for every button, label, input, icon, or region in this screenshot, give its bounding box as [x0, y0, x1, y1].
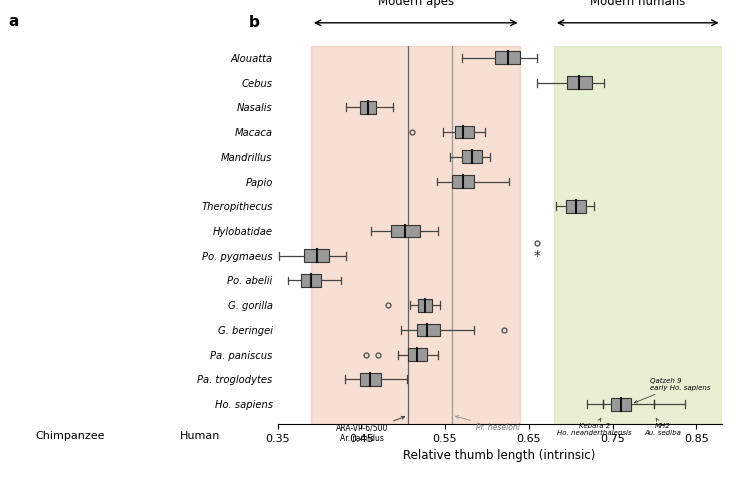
- Text: Modern humans: Modern humans: [590, 0, 685, 8]
- Text: Pr. heseloni: Pr. heseloni: [456, 416, 519, 433]
- Text: a: a: [8, 14, 18, 29]
- Text: MH2
Au. sediba: MH2 Au. sediba: [645, 418, 682, 436]
- Bar: [567, 76, 592, 89]
- Text: Human: Human: [180, 431, 220, 441]
- Bar: [391, 225, 420, 238]
- Bar: [311, 46, 520, 424]
- Text: Chimpanzee: Chimpanzee: [36, 431, 105, 441]
- Text: b: b: [249, 15, 260, 30]
- Bar: [451, 175, 474, 188]
- Bar: [418, 299, 431, 312]
- Bar: [611, 398, 631, 411]
- Bar: [462, 150, 482, 163]
- Bar: [455, 125, 474, 138]
- Bar: [304, 249, 329, 262]
- Text: *: *: [534, 249, 541, 263]
- X-axis label: Relative thumb length (intrinsic): Relative thumb length (intrinsic): [403, 449, 596, 462]
- Bar: [301, 274, 321, 287]
- Bar: [408, 348, 427, 361]
- Text: Modern apes: Modern apes: [377, 0, 454, 8]
- Bar: [360, 101, 377, 114]
- Text: ARA-VP-6/500
Ar. ramidus: ARA-VP-6/500 Ar. ramidus: [336, 416, 405, 443]
- Text: Kebara 2
Ho. neanderthalensis: Kebara 2 Ho. neanderthalensis: [557, 418, 631, 436]
- Bar: [565, 200, 586, 213]
- Text: Qatzeh 9
early Ho. sapiens: Qatzeh 9 early Ho. sapiens: [634, 377, 711, 403]
- Bar: [417, 323, 440, 336]
- Bar: [495, 51, 520, 64]
- Bar: [554, 46, 722, 424]
- Bar: [360, 373, 381, 386]
